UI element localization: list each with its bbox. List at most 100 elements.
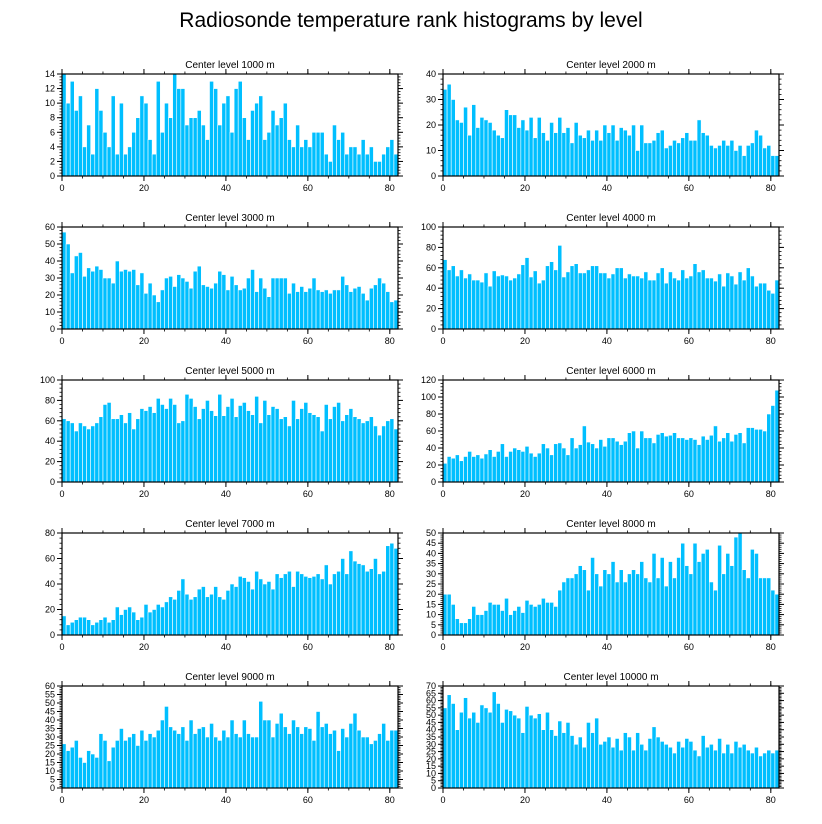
panel-9: Center level 9000 m0 20 40 60 80051015202530… xyxy=(45,672,403,805)
bar xyxy=(73,740,79,789)
bar xyxy=(209,80,214,177)
bar xyxy=(524,129,530,177)
bar xyxy=(528,276,534,330)
y-tick-label: 20 xyxy=(426,460,436,470)
bar xyxy=(774,593,780,636)
panel-title: Center level 8000 m xyxy=(566,519,656,530)
bar xyxy=(147,733,153,789)
bar xyxy=(737,271,743,330)
x-tick-label: 60 xyxy=(684,489,694,499)
bar xyxy=(770,292,776,330)
bar xyxy=(762,430,768,483)
bar xyxy=(274,408,280,483)
panel-5: Center level 5000 m 0 20 40 60 80 0 20 40 60 80 100 xyxy=(40,366,403,499)
bar xyxy=(110,619,116,636)
bar xyxy=(176,733,182,789)
bar xyxy=(389,301,395,330)
bar xyxy=(131,131,137,177)
y-tick-label: 15 xyxy=(426,761,436,771)
x-tick-label: 80 xyxy=(766,336,776,346)
bar xyxy=(512,277,518,330)
bar xyxy=(508,279,513,330)
bar xyxy=(332,124,337,177)
bar xyxy=(184,124,190,177)
bar xyxy=(336,139,341,177)
bar xyxy=(143,740,149,789)
y-tick-label: 15 xyxy=(45,758,55,768)
bar xyxy=(155,398,161,483)
bar xyxy=(209,593,214,636)
bar xyxy=(536,452,542,483)
bar xyxy=(373,558,378,636)
bar xyxy=(651,140,657,177)
bar xyxy=(725,743,731,789)
y-tick-label: 40 xyxy=(45,256,55,266)
bar xyxy=(86,267,91,330)
bar xyxy=(393,299,399,330)
bar xyxy=(266,296,272,330)
bar xyxy=(491,604,497,636)
bar xyxy=(549,122,554,177)
bar xyxy=(340,728,346,789)
bar xyxy=(676,557,681,636)
bar xyxy=(627,736,632,789)
y-tick-label: 60 xyxy=(45,416,55,426)
bar xyxy=(201,726,206,789)
bar xyxy=(196,588,202,636)
bar xyxy=(307,287,313,330)
x-tick-label: 20 xyxy=(139,183,149,193)
bar xyxy=(766,577,772,636)
bar xyxy=(201,284,206,330)
bar xyxy=(696,271,702,330)
bar xyxy=(647,142,653,177)
bar xyxy=(114,153,120,177)
bar xyxy=(495,604,501,636)
y-tick-label: 20 xyxy=(426,304,436,314)
bar xyxy=(684,132,690,177)
bar xyxy=(94,621,100,636)
bar xyxy=(61,418,67,483)
bar xyxy=(86,124,91,177)
bar xyxy=(369,416,374,483)
bar xyxy=(586,129,591,177)
bar xyxy=(700,553,706,636)
bar xyxy=(655,272,661,330)
bar xyxy=(291,146,296,177)
bar xyxy=(573,263,579,330)
bar xyxy=(328,292,333,330)
bar xyxy=(680,542,686,636)
bar xyxy=(573,122,579,177)
bar xyxy=(536,604,542,636)
bar xyxy=(717,544,722,636)
bar xyxy=(512,610,518,636)
bar xyxy=(237,736,243,789)
bar xyxy=(713,280,718,330)
bar xyxy=(311,414,317,483)
bar xyxy=(643,749,649,789)
bar xyxy=(262,139,268,177)
bar xyxy=(487,711,493,789)
bar xyxy=(618,749,624,789)
bar xyxy=(532,456,538,483)
bar xyxy=(692,439,698,483)
y-tick-label: 8 xyxy=(50,113,55,123)
bar xyxy=(524,445,530,483)
bar xyxy=(196,418,202,483)
bar xyxy=(356,153,362,177)
bar xyxy=(520,451,526,483)
bar xyxy=(704,746,710,789)
bar xyxy=(475,127,481,177)
bar xyxy=(147,282,153,330)
bar xyxy=(762,752,768,789)
bar xyxy=(254,736,259,789)
bar xyxy=(172,73,178,177)
y-tick-label: 25 xyxy=(426,747,436,757)
bar xyxy=(459,460,464,483)
y-tick-label: 0 xyxy=(50,171,55,181)
y-tick-label: 45 xyxy=(45,707,55,717)
y-tick-label: 70 xyxy=(426,681,436,691)
bar xyxy=(500,610,505,636)
bar xyxy=(549,729,554,789)
bar xyxy=(78,422,83,483)
bar xyxy=(672,140,677,177)
